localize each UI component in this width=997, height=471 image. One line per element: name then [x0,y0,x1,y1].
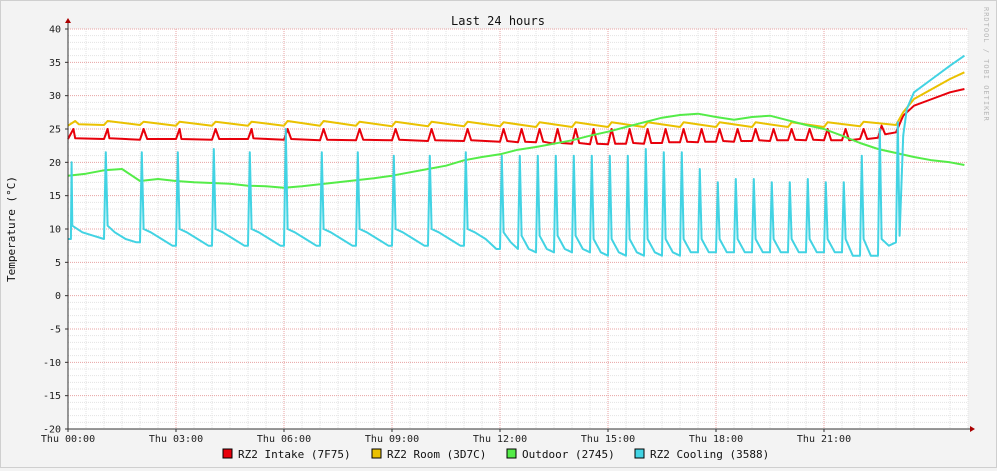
y-tick-label: 25 [49,125,61,136]
chart-title: Last 24 hours [451,14,545,28]
axes [65,18,975,432]
y-tick-label: 15 [49,191,61,202]
y-tick-label: -10 [43,358,61,369]
legend-swatch-3 [634,448,645,459]
x-tick-label: Thu 18:00 [689,434,743,445]
legend-swatch-0 [222,448,233,459]
series-line-2 [67,112,965,189]
y-tick-label: -20 [43,425,61,436]
y-tick-label: 30 [49,91,61,102]
y-tick-label: 20 [49,158,61,169]
legend-swatch-1 [371,448,382,459]
y-tick-label: 0 [55,291,61,302]
legend-label-3: RZ2 Cooling (3588) [650,448,769,461]
legend-label-0: RZ2 Intake (7F75) [238,448,351,461]
legend-label-1: RZ2 Room (3D7C) [387,448,486,461]
legend-swatch-2 [506,448,517,459]
y-tick-label: 35 [49,58,61,69]
x-tick-label: Thu 12:00 [473,434,527,445]
series-line-1 [67,71,965,128]
y-tick-label: 40 [49,25,61,36]
x-tick-label: Thu 00:00 [41,434,95,445]
y-tick-label: -15 [43,391,61,402]
y-axis-arrow-icon [65,18,71,23]
y-tick-label: 10 [49,225,61,236]
x-axis-arrow-icon [970,426,975,432]
x-tick-label: Thu 03:00 [149,434,203,445]
legend: RZ2 Intake (7F75) RZ2 Room (3D7C) Outdoor … [222,448,769,461]
series-group [67,54,965,257]
x-tick-label: Thu 21:00 [797,434,851,445]
legend-label-2: Outdoor (2745) [522,448,615,461]
series-line-0 [67,88,965,146]
watermark: RRDTOOL / TOBI OETIKER [982,7,990,122]
x-tick-label: Thu 15:00 [581,434,635,445]
y-tick-labels: -20 -15 -10 -5 0 5 10 15 20 25 30 35 40 [43,25,61,436]
y-axis-label: Temperature (°C) [5,176,18,282]
x-tick-label: Thu 06:00 [257,434,311,445]
x-tick-label: Thu 09:00 [365,434,419,445]
y-tick-label: -5 [49,325,61,336]
x-tick-labels: Thu 00:00 Thu 03:00 Thu 06:00 Thu 09:00 Thu … [41,434,851,445]
y-tick-label: 5 [55,258,61,269]
series-line-3 [68,54,965,257]
